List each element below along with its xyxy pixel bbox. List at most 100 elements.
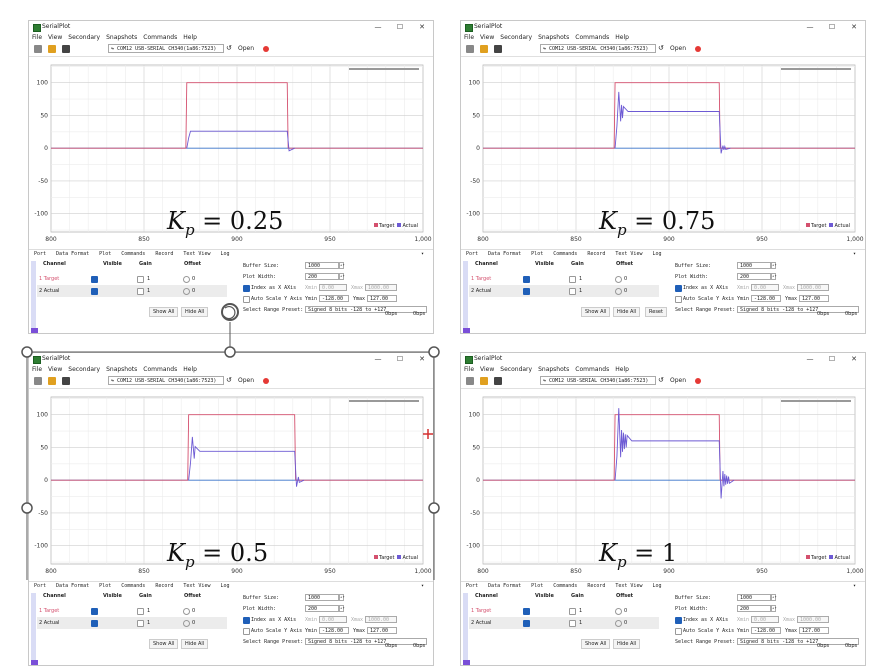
- index-as-x-checkbox[interactable]: [675, 617, 682, 624]
- refresh-icon[interactable]: ↺: [658, 44, 664, 52]
- buffer-size-spinner[interactable]: ▴▾: [771, 594, 777, 601]
- range-preset-select[interactable]: Signed 8 bits -128 to +127: [737, 638, 859, 645]
- clear-icon[interactable]: [48, 45, 56, 53]
- tab-port[interactable]: Port: [466, 583, 479, 589]
- port-select[interactable]: ↬ COM12 USB-SERIAL CH340(1a86:7523): [108, 376, 224, 385]
- minimize-button[interactable]: —: [374, 355, 382, 363]
- menu-help[interactable]: Help: [615, 366, 629, 373]
- gain-checkbox[interactable]: [137, 620, 144, 627]
- tab-plot[interactable]: Plot: [99, 583, 112, 589]
- tab-record[interactable]: Record: [155, 251, 174, 257]
- offset-radio[interactable]: [615, 608, 622, 615]
- menu-commands[interactable]: Commands: [143, 366, 178, 373]
- gain-checkbox[interactable]: [569, 288, 576, 295]
- minimize-button[interactable]: —: [806, 23, 814, 31]
- menu-commands[interactable]: Commands: [575, 34, 610, 41]
- gain-checkbox[interactable]: [569, 276, 576, 283]
- snapshot-camera-icon[interactable]: [494, 45, 502, 53]
- menu-commands[interactable]: Commands: [575, 366, 610, 373]
- refresh-icon[interactable]: ↺: [226, 44, 232, 52]
- show-all-button[interactable]: Show All: [149, 639, 179, 649]
- ymin-input[interactable]: -128.00: [319, 627, 349, 634]
- reset-button[interactable]: Reset: [645, 307, 667, 317]
- buffer-size-input[interactable]: 1000: [305, 262, 339, 269]
- table-row[interactable]: 2 Actual 1 0: [37, 285, 227, 297]
- plot-width-spinner[interactable]: ▴▾: [339, 273, 345, 280]
- table-row[interactable]: 2 Actual 1 0: [469, 617, 659, 629]
- record-icon[interactable]: [695, 378, 701, 384]
- close-button[interactable]: ✕: [851, 23, 857, 31]
- menu-snapshots[interactable]: Snapshots: [538, 34, 570, 41]
- visible-checkbox[interactable]: [523, 608, 530, 615]
- show-all-button[interactable]: Show All: [149, 307, 179, 317]
- menu-snapshots[interactable]: Snapshots: [106, 366, 138, 373]
- autoscale-checkbox[interactable]: [675, 628, 682, 635]
- plot-width-input[interactable]: 200: [737, 605, 771, 612]
- visible-checkbox[interactable]: [523, 276, 530, 283]
- tab-data-format[interactable]: Data Format: [488, 251, 522, 257]
- tab-commands[interactable]: Commands: [121, 583, 146, 589]
- gain-checkbox[interactable]: [569, 608, 576, 615]
- refresh-icon[interactable]: ↺: [226, 376, 232, 384]
- color-swatch[interactable]: [31, 660, 38, 665]
- hide-all-button[interactable]: Hide All: [613, 307, 641, 317]
- snapshot-camera-icon[interactable]: [494, 377, 502, 385]
- record-icon[interactable]: [263, 46, 269, 52]
- offset-radio[interactable]: [615, 276, 622, 283]
- buffer-size-spinner[interactable]: ▴▾: [339, 262, 345, 269]
- open-button[interactable]: Open: [670, 377, 687, 384]
- menu-file[interactable]: File: [32, 366, 43, 373]
- tab-log[interactable]: Log: [652, 251, 662, 257]
- maximize-button[interactable]: ☐: [828, 355, 836, 363]
- visible-checkbox[interactable]: [91, 620, 98, 627]
- table-row[interactable]: 2 Actual 1 0: [469, 285, 659, 297]
- menu-help[interactable]: Help: [615, 34, 629, 41]
- port-select[interactable]: ↬ COM12 USB-SERIAL CH340(1a86:7523): [540, 44, 656, 53]
- menu-secondary[interactable]: Secondary: [68, 34, 101, 41]
- maximize-button[interactable]: ☐: [396, 23, 404, 31]
- tab-port[interactable]: Port: [34, 251, 47, 257]
- record-icon[interactable]: [263, 378, 269, 384]
- gain-checkbox[interactable]: [569, 620, 576, 627]
- tab-commands[interactable]: Commands: [553, 251, 578, 257]
- visible-checkbox[interactable]: [91, 608, 98, 615]
- show-all-button[interactable]: Show All: [581, 639, 611, 649]
- visible-checkbox[interactable]: [91, 276, 98, 283]
- buffer-size-input[interactable]: 1000: [305, 594, 339, 601]
- autoscale-checkbox[interactable]: [675, 296, 682, 303]
- tab-port[interactable]: Port: [466, 251, 479, 257]
- tab-text-view[interactable]: Text View: [615, 583, 643, 589]
- index-as-x-checkbox[interactable]: [243, 617, 250, 624]
- color-swatch[interactable]: [31, 328, 38, 333]
- open-button[interactable]: Open: [670, 45, 687, 52]
- hide-all-button[interactable]: Hide All: [181, 307, 209, 317]
- index-as-x-checkbox[interactable]: [243, 285, 250, 292]
- table-row[interactable]: 1 Target 1 0: [469, 605, 659, 617]
- tab-plot[interactable]: Plot: [531, 583, 544, 589]
- plot-width-input[interactable]: 200: [305, 273, 339, 280]
- menu-file[interactable]: File: [464, 366, 475, 373]
- clear-icon[interactable]: [480, 45, 488, 53]
- menu-view[interactable]: View: [480, 366, 495, 373]
- offset-radio[interactable]: [183, 288, 190, 295]
- buffer-size-input[interactable]: 1000: [737, 262, 771, 269]
- clear-icon[interactable]: [48, 377, 56, 385]
- ymin-input[interactable]: -128.00: [319, 295, 349, 302]
- buffer-size-spinner[interactable]: ▴▾: [771, 262, 777, 269]
- gain-checkbox[interactable]: [137, 608, 144, 615]
- tab-plot[interactable]: Plot: [531, 251, 544, 257]
- autoscale-checkbox[interactable]: [243, 628, 250, 635]
- panel-icon[interactable]: [466, 45, 474, 53]
- ymax-input[interactable]: 127.00: [367, 627, 397, 634]
- menu-help[interactable]: Help: [183, 366, 197, 373]
- tab-text-view[interactable]: Text View: [183, 583, 211, 589]
- open-button[interactable]: Open: [238, 45, 255, 52]
- tab-data-format[interactable]: Data Format: [56, 583, 90, 589]
- tab-data-format[interactable]: Data Format: [488, 583, 522, 589]
- color-swatch[interactable]: [463, 660, 470, 665]
- ymin-input[interactable]: -128.00: [751, 295, 781, 302]
- refresh-icon[interactable]: ↺: [658, 376, 664, 384]
- port-select[interactable]: ↬ COM12 USB-SERIAL CH340(1a86:7523): [540, 376, 656, 385]
- ymax-input[interactable]: 127.00: [799, 295, 829, 302]
- color-swatch[interactable]: [463, 328, 470, 333]
